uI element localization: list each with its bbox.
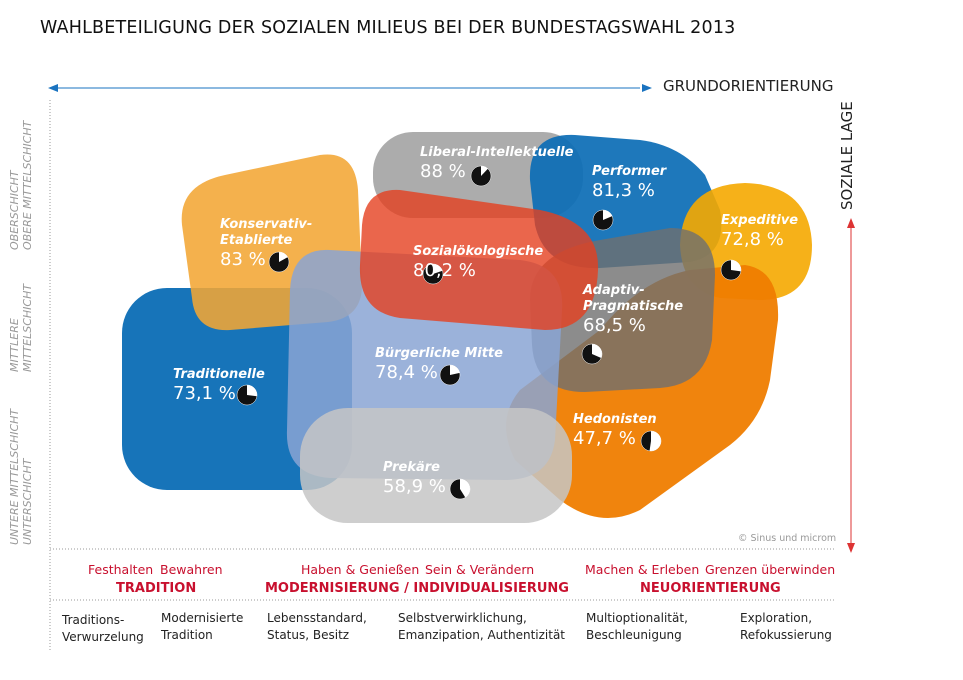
milieu-value: 68,5 % xyxy=(583,315,646,336)
desc-exploration: Exploration, Refokussierung xyxy=(740,611,832,642)
y-level-lower-line2: UNTERSCHICHT xyxy=(21,458,34,545)
desc-modernisierte-tradition: Modernisierte Tradition xyxy=(161,611,244,642)
y-level-middle-line1: MITTLERE xyxy=(8,318,21,372)
x-axis-arrow-left-icon xyxy=(48,84,58,92)
y-level-middle-line2: MITTELSCHICHT xyxy=(21,283,34,372)
milieu-konservativ-etablierte: Konservativ-Etablierte 83 % xyxy=(220,217,320,270)
desc-multioptionalitaet: Multioptionalität, Beschleunigung xyxy=(586,611,688,642)
page-title: WAHLBETEILIGUNG DER SOZIALEN MILIEUS BEI… xyxy=(40,18,736,38)
pie-nonvoter-slice xyxy=(592,344,602,358)
milieu-traditionelle: Traditionelle 73,1 % xyxy=(173,367,265,404)
pie-nonvoter-slice xyxy=(433,264,443,274)
y-axis-arrow-up-icon xyxy=(847,218,855,228)
milieu-value: 72,8 % xyxy=(721,229,784,250)
value-festhalten: Festhalten xyxy=(88,562,154,577)
milieu-prekaere: Prekäre 58,9 % xyxy=(383,460,446,497)
milieu-value: 78,4 % xyxy=(375,362,438,383)
milieu-adaptiv-pragmatische: Adaptiv-Pragmatische 68,5 % xyxy=(583,283,683,336)
pie-nonvoter-slice xyxy=(649,431,662,451)
desc-lebensstandard: Lebensstandard, Status, Besitz xyxy=(267,611,367,642)
turnout-pie-charts xyxy=(236,165,742,500)
y-axis-arrow-down-icon xyxy=(847,543,855,553)
milieu-name: Sozialökologische xyxy=(413,244,544,259)
blob-prekaere xyxy=(300,408,572,523)
milieu-value: 73,1 % xyxy=(173,383,236,404)
milieu-sozialoekologische: Sozialökologische 80,2 % xyxy=(413,244,543,281)
milieu-name: Expeditive xyxy=(721,213,799,228)
group-neuorientierung: NEUORIENTIERUNG xyxy=(640,581,781,596)
milieu-name: Hedonisten xyxy=(573,412,657,427)
milieu-buergerliche-mitte: Bürgerliche Mitte 78,4 % xyxy=(375,346,503,383)
milieu-name: Traditionelle xyxy=(173,367,265,382)
milieu-value: 47,7 % xyxy=(573,428,636,449)
pie-nonvoter-slice xyxy=(481,166,488,176)
pie-nonvoter-slice xyxy=(450,365,460,375)
y-level-upper: OBERSCHICHT OBERE MITTELSCHICHT xyxy=(8,121,34,250)
pie-nonvoter-slice xyxy=(731,260,741,272)
milieu-value: 88 % xyxy=(420,161,466,182)
milieu-value: 83 % xyxy=(220,249,266,270)
y-axis-label: SOZIALE LAGE xyxy=(838,101,856,210)
y-level-upper-line2: OBERE MITTELSCHICHT xyxy=(21,120,34,250)
value-bewahren: Bewahren xyxy=(160,562,223,577)
milieu-liberal-intellektuelle: Liberal-Intellektuelle 88 % xyxy=(420,145,573,182)
blob-sozialoekologische xyxy=(359,189,599,330)
group-tradition: TRADITION xyxy=(116,581,197,596)
y-level-lower: UNTERE MITTELSCHICHT UNTERSCHICHT xyxy=(8,409,34,545)
pie-nonvoter-slice xyxy=(247,385,257,397)
group-modernisierung: MODERNISIERUNG / INDIVIDUALISIERUNG xyxy=(265,581,569,596)
milieu-name: Adaptiv-Pragmatische xyxy=(583,283,684,314)
pie-nonvoter-slice xyxy=(279,252,288,262)
milieu-performer: Performer 81,3 % xyxy=(592,164,666,201)
value-machen-erleben: Machen & Erleben xyxy=(585,562,700,577)
pie-nonvoter-slice xyxy=(460,479,470,498)
milieu-name: Prekäre xyxy=(383,460,441,475)
x-axis-label: GRUNDORIENTIERUNG xyxy=(663,77,834,95)
milieu-value: 58,9 % xyxy=(383,476,446,497)
y-level-upper-line1: OBERSCHICHT xyxy=(8,170,21,250)
milieu-value: 81,3 % xyxy=(592,180,655,201)
x-axis-arrow-right-icon xyxy=(642,84,652,92)
y-level-middle: MITTLERE MITTELSCHICHT xyxy=(8,284,34,372)
y-level-lower-line1: UNTERE MITTELSCHICHT xyxy=(8,408,21,545)
desc-selbstverwirklichung: Selbstverwirklichung, Emanzipation, Auth… xyxy=(398,611,565,642)
milieu-value: 80,2 % xyxy=(413,260,476,281)
milieu-hedonisten: Hedonisten 47,7 % xyxy=(573,412,657,449)
milieu-name: Konservativ-Etablierte xyxy=(220,217,313,248)
copyright: © Sinus und microm xyxy=(738,533,837,544)
milieu-expeditive: Expeditive 72,8 % xyxy=(721,213,798,250)
value-haben-geniessen: Haben & Genießen xyxy=(301,562,420,577)
pie-nonvoter-slice xyxy=(603,210,613,220)
milieu-name: Performer xyxy=(592,164,667,179)
value-grenzen-ueberwinden: Grenzen überwinden xyxy=(705,562,836,577)
milieu-name: Bürgerliche Mitte xyxy=(375,346,503,361)
value-sein-veraendern: Sein & Verändern xyxy=(425,562,535,577)
milieu-name: Liberal-Intellektuelle xyxy=(420,145,574,160)
desc-traditions-verwurzelung: Traditions- Verwurzelung xyxy=(62,613,144,644)
